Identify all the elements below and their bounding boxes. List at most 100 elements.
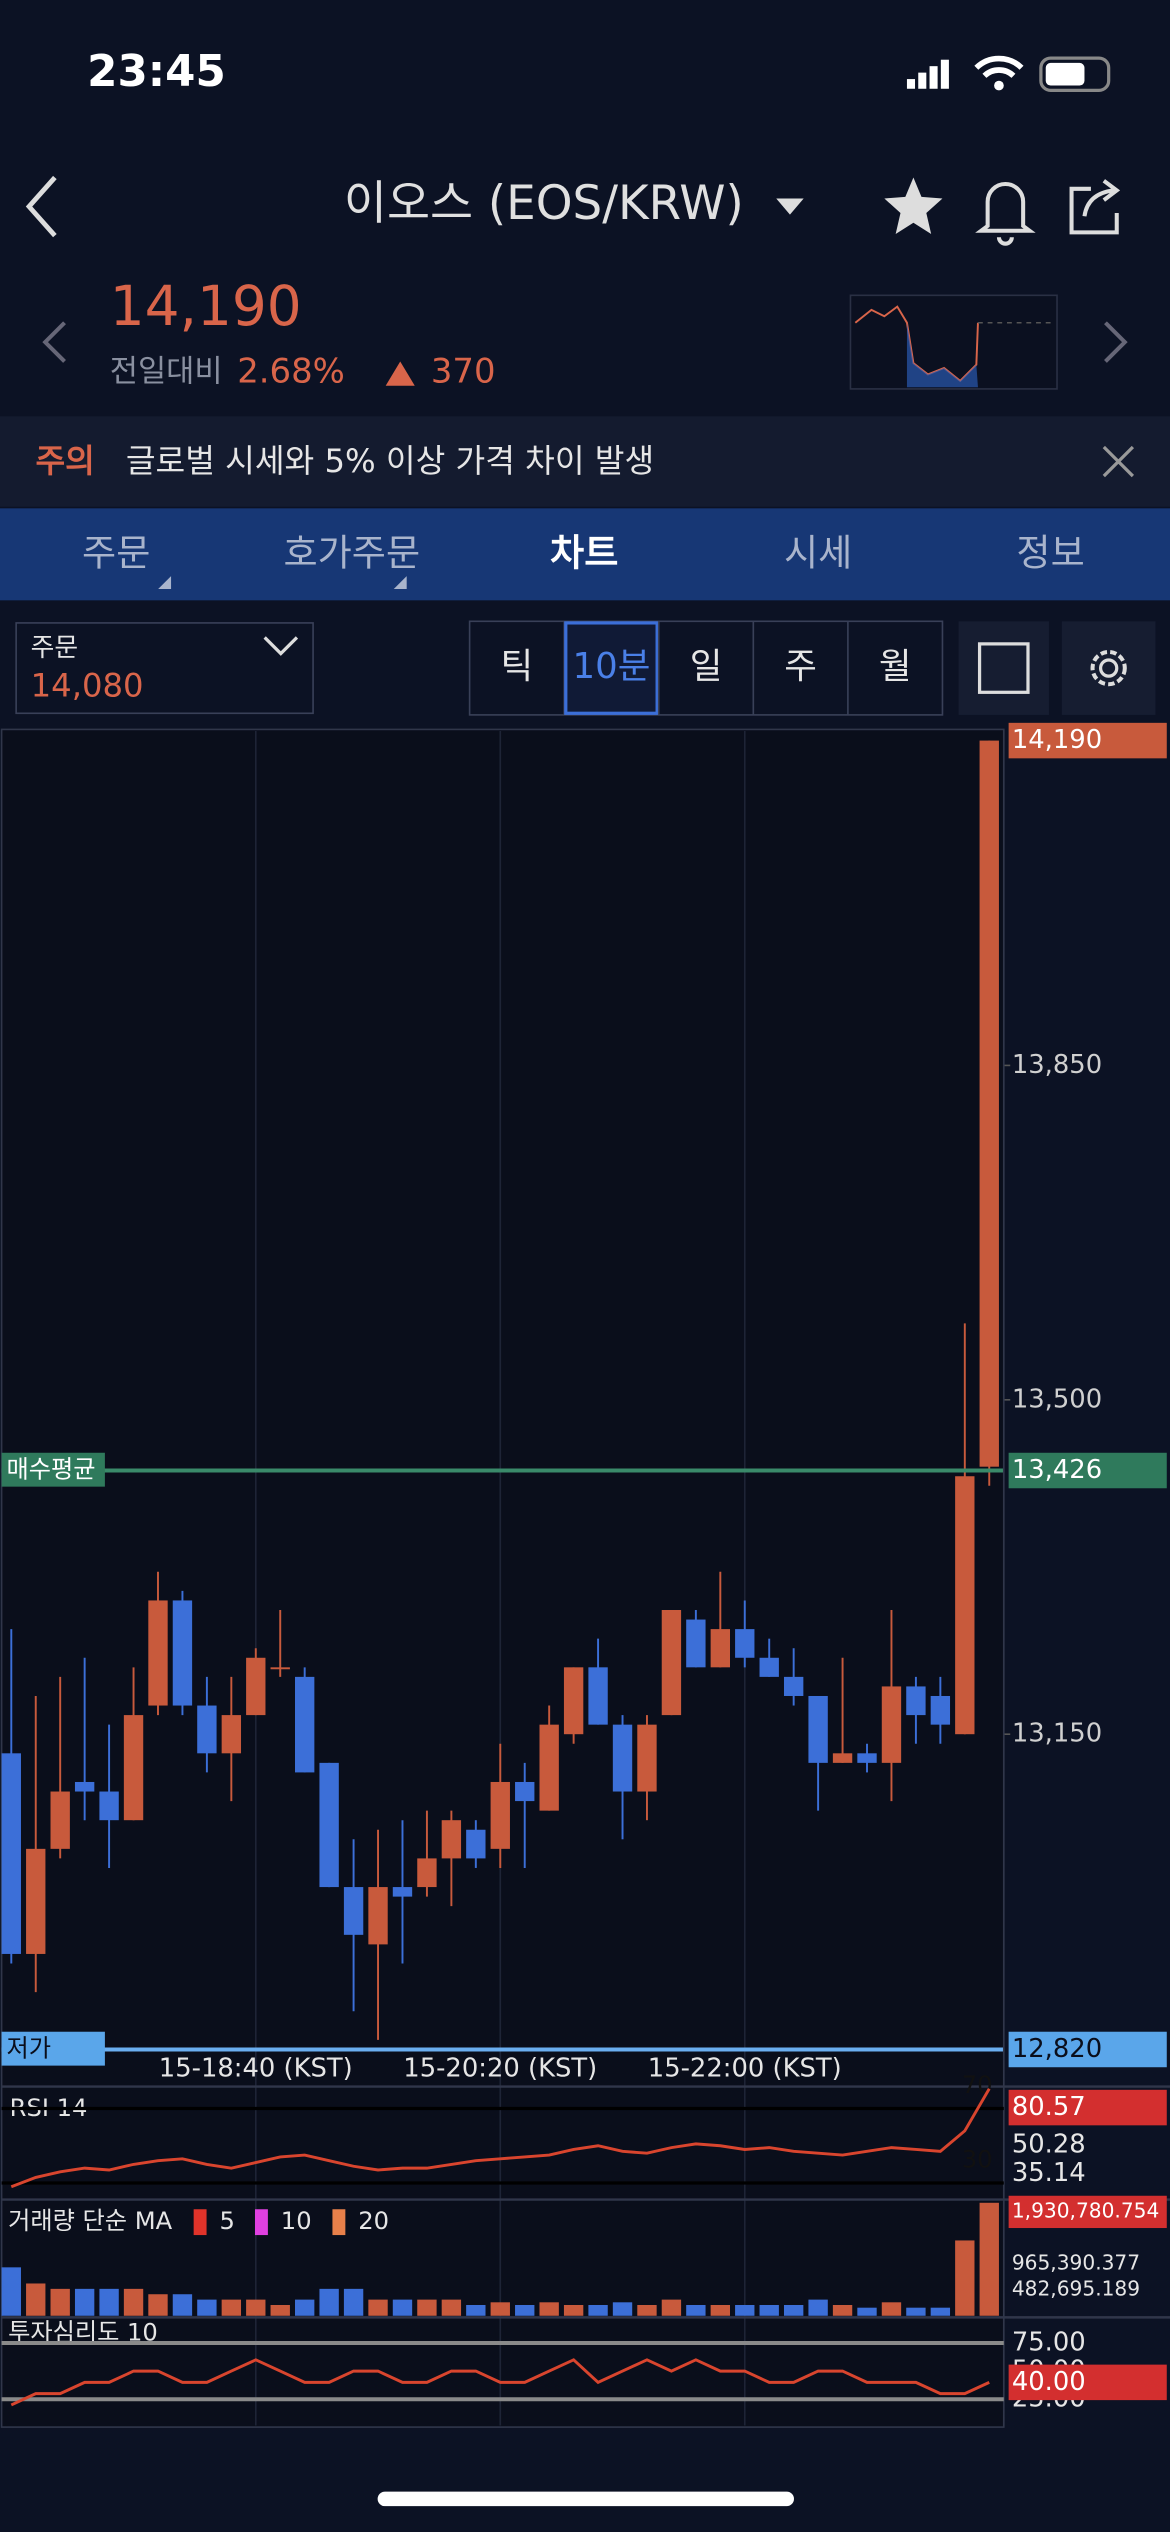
volume-bar (515, 2304, 535, 2316)
legend-swatch (193, 2209, 207, 2236)
candle-body (490, 1781, 510, 1849)
volume-bar (759, 2304, 779, 2316)
next-market[interactable] (1104, 321, 1128, 363)
candle-body (270, 1667, 290, 1670)
candle-body (221, 1715, 242, 1754)
tab[interactable]: 호가주문 (284, 532, 421, 575)
sentiment-current-label: 40.00 (1012, 2367, 1086, 2397)
period-option[interactable]: 10분 (573, 646, 651, 687)
change-rate: 2.68% (237, 351, 345, 390)
back-button[interactable] (25, 175, 57, 238)
candle-body (563, 1667, 584, 1735)
order-box[interactable] (15, 622, 314, 715)
candle-body (979, 740, 999, 1467)
volume-bar (50, 2288, 70, 2316)
tab-submenu-mark (393, 576, 407, 590)
chart: 15-18:40 (KST) 15-20:20 (KST) 15-22:00 (KS… (1, 722, 1170, 2428)
volume-bar (343, 2288, 364, 2316)
volume-bar (490, 2302, 510, 2316)
change-amount: 370 (431, 351, 496, 390)
mini-chart-area (906, 322, 978, 388)
up-arrow (385, 361, 415, 386)
candle-body (539, 1724, 559, 1811)
candle-body (710, 1629, 730, 1668)
volume-bar (197, 2299, 217, 2316)
status-time: 23:45 (87, 47, 226, 97)
layout-button[interactable] (958, 621, 1049, 715)
sentiment-current-tag (1008, 2364, 1167, 2401)
candle-body (783, 1676, 804, 1696)
candle-body (123, 1715, 144, 1821)
volume-bar (710, 2304, 730, 2316)
period-option[interactable]: 일 (690, 646, 723, 687)
tab-bar (0, 508, 1170, 601)
signal-bar (906, 79, 916, 89)
x-tick-label: 15-22:00 (KST) (648, 2053, 842, 2083)
volume-bar (417, 2299, 437, 2316)
alarm-button[interactable] (975, 181, 1036, 246)
home-indicator (377, 2491, 794, 2507)
volume-bar (539, 2302, 559, 2316)
tab[interactable]: 정보 (1016, 532, 1084, 575)
period-option[interactable]: 월 (879, 646, 912, 687)
volume-bar (563, 2304, 584, 2316)
rsi-value-label: 50.28 (1012, 2130, 1086, 2160)
candle-body (392, 1887, 413, 1897)
candle-body (99, 1791, 119, 1821)
favorite-button[interactable] (884, 177, 943, 234)
candle-body (50, 1791, 70, 1849)
legend-label: 20 (358, 2207, 389, 2235)
volume-bar (26, 2283, 46, 2316)
candle-body (661, 1610, 682, 1716)
notice-tag: 주의 (36, 442, 95, 480)
settings-button[interactable] (1061, 621, 1156, 715)
volume-bar (441, 2299, 462, 2316)
rsi-value-label: 80.57 (1012, 2092, 1086, 2122)
line-tag-label: 매수평균 (6, 1456, 95, 1484)
candle-body (343, 1887, 364, 1935)
period-group (468, 620, 944, 716)
candle-body (735, 1629, 755, 1658)
settings-icon-core (1098, 658, 1119, 678)
candle-body (906, 1686, 926, 1716)
notice-close[interactable] (1102, 445, 1135, 478)
candle-body (612, 1724, 633, 1792)
volume-bar (246, 2299, 266, 2316)
tab[interactable]: 주문 (82, 532, 150, 575)
volume-bar (172, 2294, 193, 2316)
rsi-level-label: 70 (962, 2071, 993, 2099)
rsi-current-tag (1008, 2089, 1167, 2126)
volume-bar (881, 2302, 902, 2316)
order-box-price: 14,080 (31, 666, 144, 704)
candle-body (808, 1695, 828, 1763)
prev-market[interactable] (42, 321, 66, 363)
battery-level (1045, 62, 1085, 86)
candle-body (515, 1781, 535, 1802)
volume-bar (783, 2304, 804, 2316)
candle-body (881, 1686, 902, 1763)
volume-bar (637, 2304, 657, 2316)
candle-body (686, 1619, 706, 1668)
tab[interactable]: 시세 (784, 532, 852, 575)
x-tick-label: 15-20:20 (KST) (403, 2053, 597, 2083)
current-price: 14,190 (110, 274, 302, 338)
line-tag-label: 저가 (6, 2034, 51, 2062)
candle-body (637, 1724, 657, 1792)
share-button[interactable] (1069, 179, 1121, 235)
volume-bar (857, 2307, 877, 2316)
candle-body (74, 1781, 95, 1792)
volume-tick-label: 965,390.377 (1012, 2250, 1140, 2274)
mini-chart-frame (849, 294, 1058, 390)
signal-bar (940, 59, 949, 89)
candle-body (588, 1667, 608, 1725)
volume-bar (906, 2307, 926, 2316)
period-option[interactable]: 틱 (501, 646, 534, 687)
volume-bar (955, 2240, 975, 2316)
period-option[interactable]: 주 (784, 646, 817, 687)
market-dropdown[interactable] (776, 198, 804, 215)
market-title[interactable]: 이오스 (EOS/KRW) (344, 177, 744, 231)
volume-bar (123, 2288, 144, 2316)
volume-current-tag (1008, 2195, 1167, 2229)
layout-icon (977, 642, 1030, 694)
tab[interactable]: 차트 (550, 532, 618, 575)
